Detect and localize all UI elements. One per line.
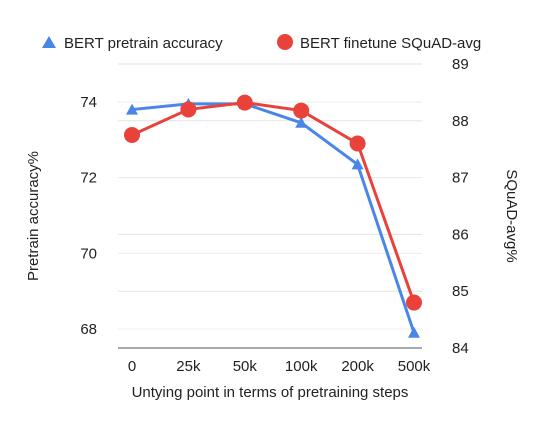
data-point <box>293 102 310 119</box>
legend-label-finetune: BERT finetune SQuAD-avg <box>300 35 481 52</box>
left-axis-ticks: 68 70 72 74 <box>80 94 97 338</box>
data-point <box>295 116 308 128</box>
x-tick: 25k <box>176 358 201 375</box>
y-tick-left: 70 <box>80 245 97 262</box>
data-point <box>406 294 422 311</box>
data-point <box>349 135 366 152</box>
x-tick: 200k <box>341 358 374 375</box>
series-line <box>131 101 416 304</box>
data-point <box>180 101 197 118</box>
series-line <box>131 102 416 334</box>
x-tick: 0 <box>128 358 136 375</box>
y-tick-right: 86 <box>452 226 469 243</box>
y-axis-title-right: SQuAD-avg% <box>503 169 520 262</box>
data-point <box>124 127 140 143</box>
y-tick-right: 88 <box>452 113 469 130</box>
x-tick: 100k <box>285 358 318 375</box>
y-tick-right: 89 <box>452 56 469 73</box>
series-finetune <box>124 94 422 311</box>
y-axis-title-left: Pretrain accuracy% <box>25 151 42 281</box>
legend-marker-pretrain <box>42 36 56 48</box>
y-tick-right: 85 <box>452 283 469 300</box>
y-tick-right: 87 <box>452 170 469 187</box>
right-axis-ticks: 84 85 86 87 88 89 <box>452 56 469 357</box>
y-tick-left: 68 <box>80 321 97 338</box>
x-tick: 50k <box>233 358 258 375</box>
data-point <box>408 326 420 338</box>
series-layer <box>124 94 422 338</box>
x-tick: 500k <box>398 358 431 375</box>
y-tick-right: 84 <box>452 340 469 357</box>
x-axis-title: Untying point in terms of pretraining st… <box>132 384 409 401</box>
data-point <box>236 94 253 111</box>
legend-marker-finetune <box>277 34 293 50</box>
legend: BERT pretrain accuracy BERT finetune SQu… <box>42 34 481 52</box>
series-pretrain <box>126 97 420 338</box>
y-tick-left: 72 <box>80 170 97 187</box>
data-point <box>126 103 138 115</box>
data-point <box>351 158 364 170</box>
y-tick-left: 74 <box>80 94 97 111</box>
gridlines <box>118 63 422 349</box>
legend-label-pretrain: BERT pretrain accuracy <box>64 35 223 52</box>
x-axis-ticks: 0 25k 50k 100k 200k 500k <box>128 358 431 375</box>
